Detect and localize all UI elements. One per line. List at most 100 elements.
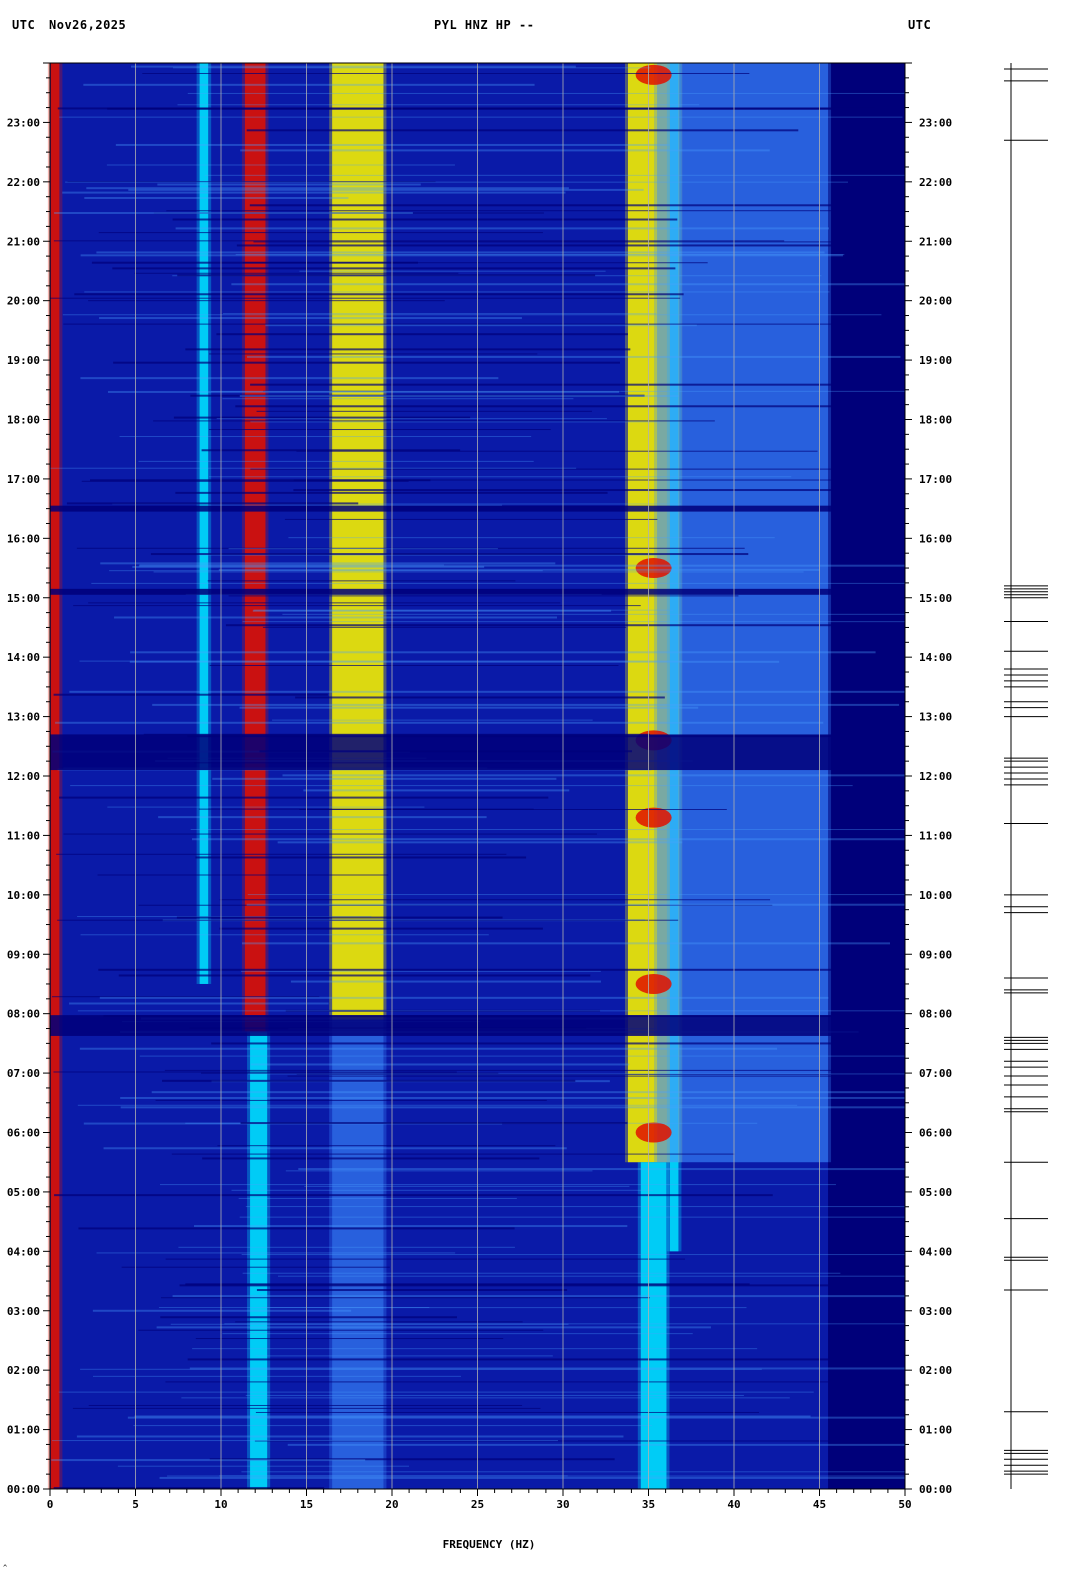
streak: [80, 934, 489, 936]
streak: [202, 1157, 540, 1160]
streak: [167, 1475, 905, 1477]
streak: [235, 1321, 523, 1323]
y-tick-label-left: 19:00: [7, 354, 40, 367]
y-tick-label-left: 12:00: [7, 770, 40, 783]
streak: [265, 324, 697, 327]
streak: [160, 1297, 650, 1299]
streak: [118, 974, 591, 977]
streak: [254, 1440, 906, 1442]
streak: [58, 1391, 814, 1393]
band: [244, 63, 266, 1032]
streak: [127, 1416, 906, 1419]
streak: [216, 333, 628, 336]
streak: [130, 651, 876, 654]
y-tick-label-left: 20:00: [7, 295, 40, 308]
streak: [106, 164, 455, 166]
streak: [256, 410, 592, 412]
streak: [250, 421, 660, 423]
streak: [155, 1099, 547, 1101]
streak: [153, 571, 804, 573]
x-tick-label: 40: [727, 1498, 740, 1511]
streak: [67, 181, 436, 183]
band: [640, 1162, 667, 1489]
streak: [130, 65, 576, 68]
streak: [218, 1475, 568, 1477]
streak: [249, 204, 906, 207]
streak: [80, 254, 843, 257]
streak: [293, 479, 905, 481]
band: [332, 1019, 384, 1489]
streak: [117, 1465, 409, 1467]
streak: [250, 1063, 630, 1066]
streak: [285, 1009, 601, 1012]
streak: [70, 785, 853, 787]
streak: [218, 568, 820, 571]
header-station: PYL HNZ HP --: [434, 18, 535, 32]
streak: [284, 518, 658, 520]
y-tick-label-left: 03:00: [7, 1305, 40, 1318]
x-tick-label: 25: [471, 1498, 484, 1511]
streak: [245, 1394, 744, 1396]
y-tick-label-left: 14:00: [7, 651, 40, 664]
y-tick-label-right: 02:00: [919, 1364, 952, 1377]
y-tick-label-left: 16:00: [7, 532, 40, 545]
streak: [112, 267, 676, 270]
streak: [303, 789, 570, 792]
streak: [209, 1458, 615, 1461]
streak: [121, 1266, 390, 1268]
streak: [175, 491, 608, 494]
y-tick-label-left: 06:00: [7, 1127, 40, 1140]
streak: [59, 796, 549, 799]
streak: [295, 696, 665, 699]
streak: [179, 1284, 905, 1287]
y-tick-label-right: 01:00: [919, 1424, 952, 1437]
x-tick-label: 0: [47, 1498, 54, 1511]
streak: [91, 261, 418, 264]
y-tick-label-right: 15:00: [919, 592, 952, 605]
header-date: Nov26,2025: [49, 18, 127, 32]
streak: [201, 449, 461, 452]
x-tick-label: 35: [642, 1498, 655, 1511]
band: [669, 63, 679, 1252]
streak: [84, 291, 830, 293]
y-tick-label-left: 22:00: [7, 176, 40, 189]
streak: [250, 383, 905, 386]
streak: [242, 1272, 841, 1274]
streak: [204, 174, 905, 176]
streak: [99, 996, 829, 999]
y-tick-label-left: 00:00: [7, 1483, 40, 1496]
streak: [162, 1079, 576, 1082]
streak: [74, 293, 684, 296]
streak: [239, 395, 680, 398]
high-freq-region: [828, 63, 905, 1489]
streak: [217, 1145, 556, 1147]
streak: [207, 580, 516, 582]
y-tick-label-right: 07:00: [919, 1067, 952, 1080]
streak: [242, 621, 906, 623]
x-tick-label: 10: [214, 1498, 227, 1511]
streak: [293, 489, 905, 492]
x-tick-label: 5: [132, 1498, 139, 1511]
streak: [242, 262, 708, 264]
streak: [246, 903, 905, 906]
hot-spot: [635, 64, 672, 85]
streak: [96, 1252, 456, 1254]
streak: [88, 602, 561, 604]
streak: [53, 1486, 325, 1489]
y-tick-label-right: 14:00: [919, 651, 952, 664]
streak: [235, 254, 845, 256]
streak: [263, 390, 621, 392]
streak: [211, 1042, 872, 1045]
streak: [79, 1047, 778, 1050]
streak: [262, 626, 627, 628]
streak: [185, 348, 631, 351]
streak: [170, 1323, 569, 1325]
streak: [208, 429, 551, 431]
streak: [253, 609, 674, 611]
streak: [69, 690, 905, 693]
streak: [138, 1329, 544, 1331]
streak: [282, 774, 906, 777]
streak: [189, 1367, 905, 1370]
x-tick-label: 15: [300, 1498, 313, 1511]
streak: [56, 853, 507, 855]
